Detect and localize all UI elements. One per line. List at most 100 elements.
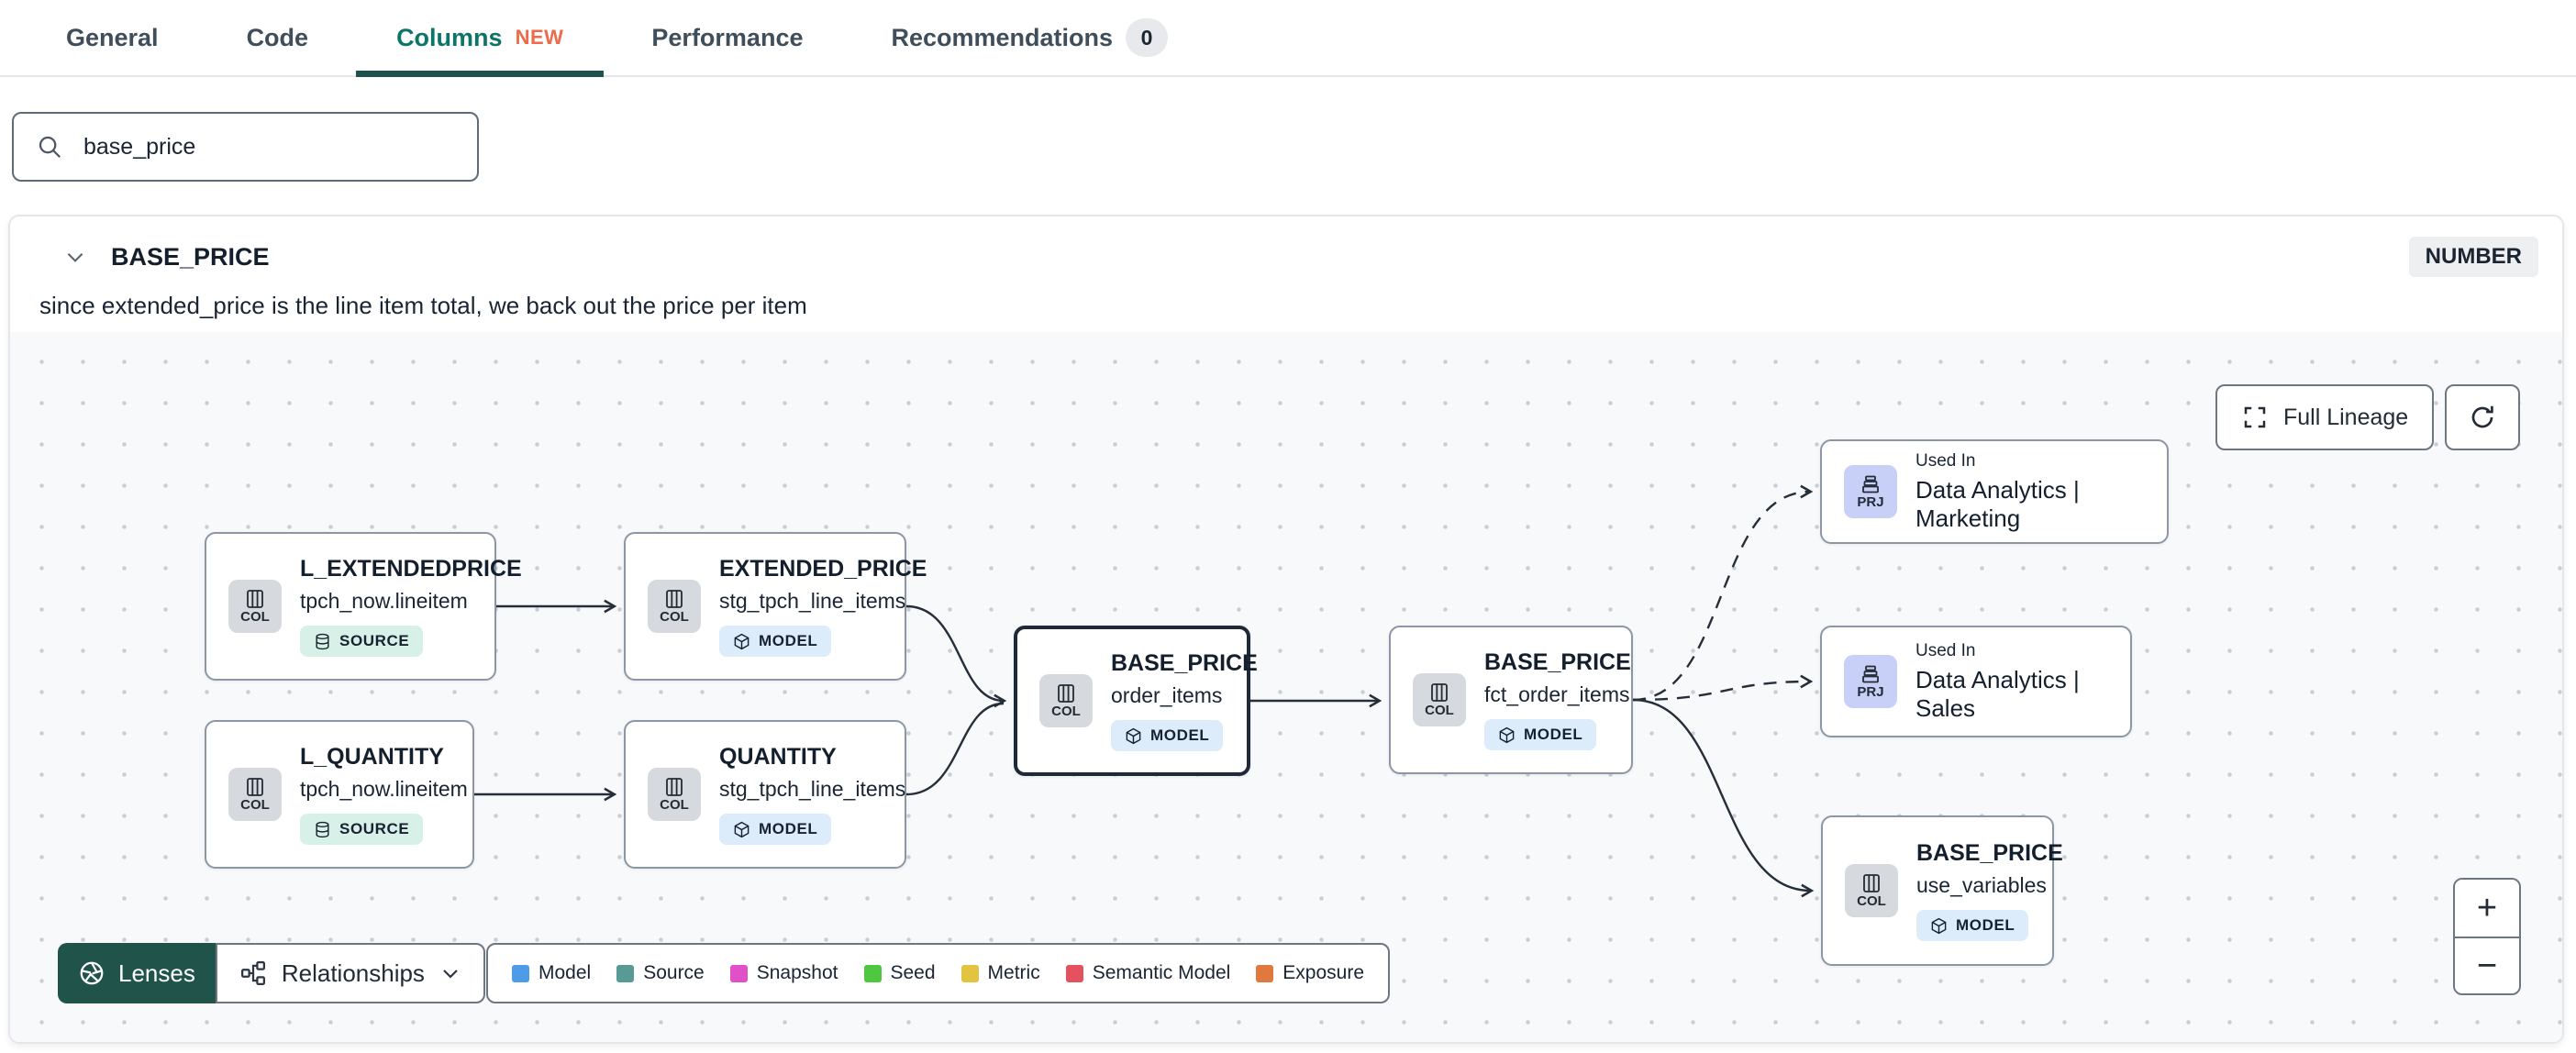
project-stack-icon xyxy=(1862,475,1879,493)
resource-pill: MODEL xyxy=(1916,910,2029,941)
project-badge: PRJ xyxy=(1844,655,1897,708)
tab-performance[interactable]: Performance xyxy=(651,0,803,75)
lineage-node-l-extendedprice[interactable]: COL L_EXTENDEDPRICE tpch_now.lineitem SO… xyxy=(205,532,522,681)
zoom-in-button[interactable]: + xyxy=(2455,880,2519,937)
project-name: Data Analytics | Marketing xyxy=(1915,475,2080,532)
column-badge: COL xyxy=(1413,673,1466,726)
lineage-node-extended-price[interactable]: COL EXTENDED_PRICE stg_tpch_line_items M… xyxy=(624,532,927,681)
legend-swatch xyxy=(616,964,635,982)
cube-icon xyxy=(734,821,749,837)
legend-swatch xyxy=(960,964,979,982)
lineage-node-used-in-sales[interactable]: PRJ Used In Data Analytics | Sales xyxy=(1820,626,2132,737)
node-title: L_EXTENDEDPRICE xyxy=(300,556,522,582)
full-lineage-button[interactable]: Full Lineage xyxy=(2215,384,2435,450)
legend-item-source: Source xyxy=(616,962,705,984)
node-subtitle: stg_tpch_line_items xyxy=(719,777,906,801)
cube-icon xyxy=(1499,726,1515,743)
node-subtitle: stg_tpch_line_items xyxy=(719,589,906,613)
lineage-node-base-price-order-items[interactable]: COL BASE_PRICE order_items MODEL xyxy=(1014,626,1258,776)
legend-item-seed: Seed xyxy=(863,962,936,984)
column-panel: BASE_PRICE NUMBER since extended_price i… xyxy=(8,215,2564,1044)
lineage-node-base-price-use-variables[interactable]: COL BASE_PRICE use_variables MODEL xyxy=(1821,815,2063,966)
chevron-down-icon[interactable] xyxy=(63,245,87,269)
search-icon xyxy=(36,133,63,161)
column-type-badge: NUMBER xyxy=(2408,237,2538,277)
columns-icon xyxy=(1058,683,1074,703)
tab-label: Performance xyxy=(651,23,804,51)
tab-label: Columns xyxy=(396,23,503,51)
legend-item-exposure: Exposure xyxy=(1256,962,1364,984)
search-input[interactable] xyxy=(82,132,455,161)
node-subtitle: order_items xyxy=(1111,683,1223,707)
node-title: EXTENDED_PRICE xyxy=(719,556,927,582)
zoom-out-button[interactable]: − xyxy=(2455,937,2519,993)
project-badge: PRJ xyxy=(1844,465,1897,518)
new-badge: NEW xyxy=(515,26,564,49)
column-badge: COL xyxy=(648,768,701,821)
legend-swatch xyxy=(1065,964,1083,982)
tab-label: Recommendations xyxy=(891,23,1114,51)
columns-icon xyxy=(666,589,683,608)
lineage-node-base-price-fct-order-items[interactable]: COL BASE_PRICE fct_order_items MODEL xyxy=(1389,626,1633,774)
node-title: BASE_PRICE xyxy=(1111,650,1258,676)
resource-pill: MODEL xyxy=(719,626,832,657)
legend-item-semantic-model: Semantic Model xyxy=(1065,962,1230,984)
used-in-label: Used In xyxy=(1915,640,1976,660)
column-search[interactable] xyxy=(12,112,479,182)
lineage-canvas[interactable]: COL L_EXTENDEDPRICE tpch_now.lineitem SO… xyxy=(10,332,2562,1042)
resource-pill: MODEL xyxy=(1484,719,1597,750)
database-icon xyxy=(316,821,329,837)
column-badge: COL xyxy=(228,768,282,821)
used-in-label: Used In xyxy=(1915,450,1976,471)
columns-icon xyxy=(1863,873,1880,892)
resource-legend: Model Source Snapshot Seed Metric Semant… xyxy=(486,943,1391,1003)
node-subtitle: fct_order_items xyxy=(1484,682,1630,706)
tab-code[interactable]: Code xyxy=(247,0,309,75)
tab-columns[interactable]: Columns NEW xyxy=(355,0,605,77)
fullscreen-icon xyxy=(2244,406,2266,428)
refresh-icon xyxy=(2471,405,2493,428)
zoom-controls: + − xyxy=(2453,878,2521,995)
tab-label: General xyxy=(66,23,159,51)
legend-swatch xyxy=(729,964,748,982)
column-description: since extended_price is the line item to… xyxy=(39,292,807,319)
columns-icon xyxy=(247,589,263,608)
node-subtitle: use_variables xyxy=(1916,873,2047,897)
tab-recommendations[interactable]: Recommendations 0 xyxy=(891,0,1169,75)
resource-pill: SOURCE xyxy=(300,626,424,657)
tab-general[interactable]: General xyxy=(66,0,159,75)
column-badge: COL xyxy=(1039,674,1093,727)
cube-icon xyxy=(1931,917,1947,934)
legend-swatch xyxy=(863,964,882,982)
project-stack-icon xyxy=(1862,665,1879,683)
lenses-toolbar: Lenses Relationships xyxy=(58,943,485,1003)
chevron-down-icon xyxy=(443,970,458,979)
legend-item-metric: Metric xyxy=(960,962,1040,984)
node-subtitle: tpch_now.lineitem xyxy=(300,589,468,613)
lineage-node-used-in-marketing[interactable]: PRJ Used In Data Analytics | Marketing xyxy=(1820,439,2169,544)
tab-bar: General Code Columns NEW Performance Rec… xyxy=(0,0,2576,77)
node-subtitle: tpch_now.lineitem xyxy=(300,777,468,801)
columns-icon xyxy=(247,777,263,796)
columns-icon xyxy=(666,777,683,796)
lens-aperture-icon xyxy=(80,961,104,985)
legend-swatch xyxy=(1256,964,1274,982)
lineage-node-l-quantity[interactable]: COL L_QUANTITY tpch_now.lineitem SOURCE xyxy=(205,720,474,869)
legend-item-model: Model xyxy=(512,962,591,984)
cube-icon xyxy=(1126,727,1141,744)
relationships-dropdown[interactable]: Relationships xyxy=(215,943,485,1003)
refresh-button[interactable] xyxy=(2445,384,2520,450)
resource-pill: SOURCE xyxy=(300,814,424,845)
node-title: BASE_PRICE xyxy=(1916,840,2063,866)
column-badge: COL xyxy=(228,580,282,633)
node-title: L_QUANTITY xyxy=(300,744,444,770)
column-panel-header: BASE_PRICE NUMBER xyxy=(63,237,2538,277)
resource-pill: MODEL xyxy=(1111,720,1224,751)
node-title: BASE_PRICE xyxy=(1484,649,1631,675)
database-icon xyxy=(316,633,329,649)
lineage-node-quantity[interactable]: COL QUANTITY stg_tpch_line_items MODEL xyxy=(624,720,906,869)
lenses-button[interactable]: Lenses xyxy=(58,943,216,1003)
column-badge: COL xyxy=(1845,864,1898,917)
node-title: QUANTITY xyxy=(719,744,837,770)
column-badge: COL xyxy=(648,580,701,633)
